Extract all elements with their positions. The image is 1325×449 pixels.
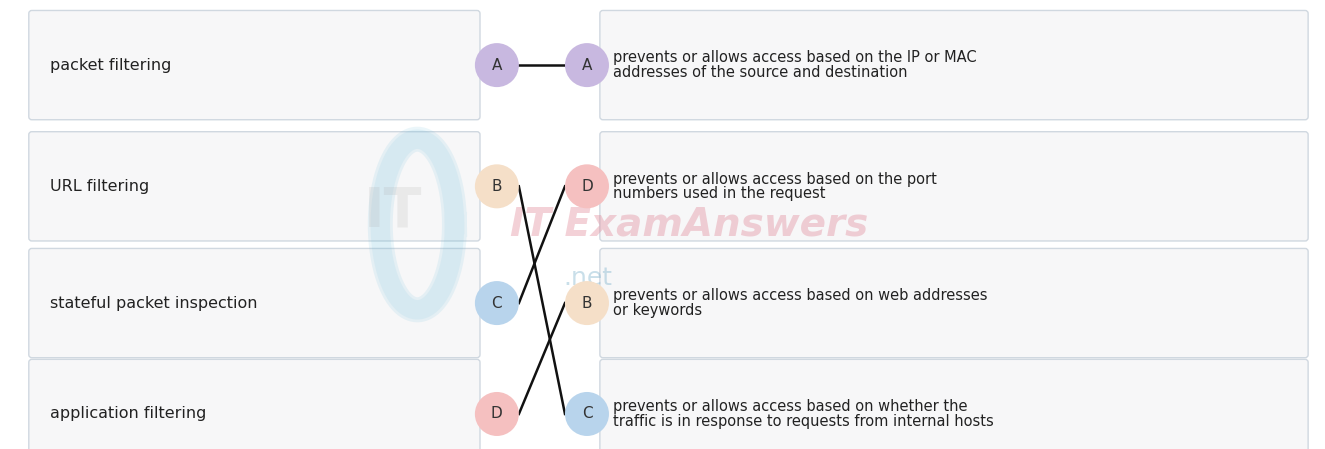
Circle shape: [564, 164, 610, 208]
Text: prevents or allows access based on the IP or MAC: prevents or allows access based on the I…: [613, 50, 977, 66]
Text: prevents or allows access based on web addresses: prevents or allows access based on web a…: [613, 288, 988, 304]
Text: C: C: [492, 295, 502, 311]
Text: addresses of the source and destination: addresses of the source and destination: [613, 65, 908, 80]
Text: or keywords: or keywords: [613, 303, 702, 318]
FancyBboxPatch shape: [29, 359, 480, 449]
Circle shape: [564, 392, 610, 436]
Text: numbers used in the request: numbers used in the request: [613, 186, 825, 201]
Text: URL filtering: URL filtering: [50, 179, 150, 194]
Circle shape: [474, 43, 519, 87]
Circle shape: [474, 164, 519, 208]
Text: IT ExamAnswers: IT ExamAnswers: [510, 206, 868, 243]
FancyBboxPatch shape: [600, 10, 1308, 120]
Text: A: A: [492, 57, 502, 73]
Text: traffic is in response to requests from internal hosts: traffic is in response to requests from …: [613, 414, 994, 429]
Text: D: D: [492, 406, 502, 422]
Text: prevents or allows access based on whether the: prevents or allows access based on wheth…: [613, 399, 969, 414]
FancyBboxPatch shape: [600, 132, 1308, 241]
FancyBboxPatch shape: [600, 359, 1308, 449]
Circle shape: [564, 43, 610, 87]
Text: prevents or allows access based on the port: prevents or allows access based on the p…: [613, 172, 937, 187]
Text: stateful packet inspection: stateful packet inspection: [50, 295, 258, 311]
Circle shape: [474, 281, 519, 325]
Circle shape: [564, 281, 610, 325]
Text: B: B: [582, 295, 592, 311]
Circle shape: [474, 392, 519, 436]
Text: application filtering: application filtering: [50, 406, 207, 422]
FancyBboxPatch shape: [29, 132, 480, 241]
Text: A: A: [582, 57, 592, 73]
Text: .net: .net: [563, 266, 612, 291]
Text: B: B: [492, 179, 502, 194]
Text: packet filtering: packet filtering: [50, 57, 172, 73]
Text: C: C: [582, 406, 592, 422]
Text: D: D: [582, 179, 592, 194]
Text: IT: IT: [364, 184, 423, 238]
FancyBboxPatch shape: [29, 248, 480, 358]
FancyBboxPatch shape: [600, 248, 1308, 358]
FancyBboxPatch shape: [29, 10, 480, 120]
